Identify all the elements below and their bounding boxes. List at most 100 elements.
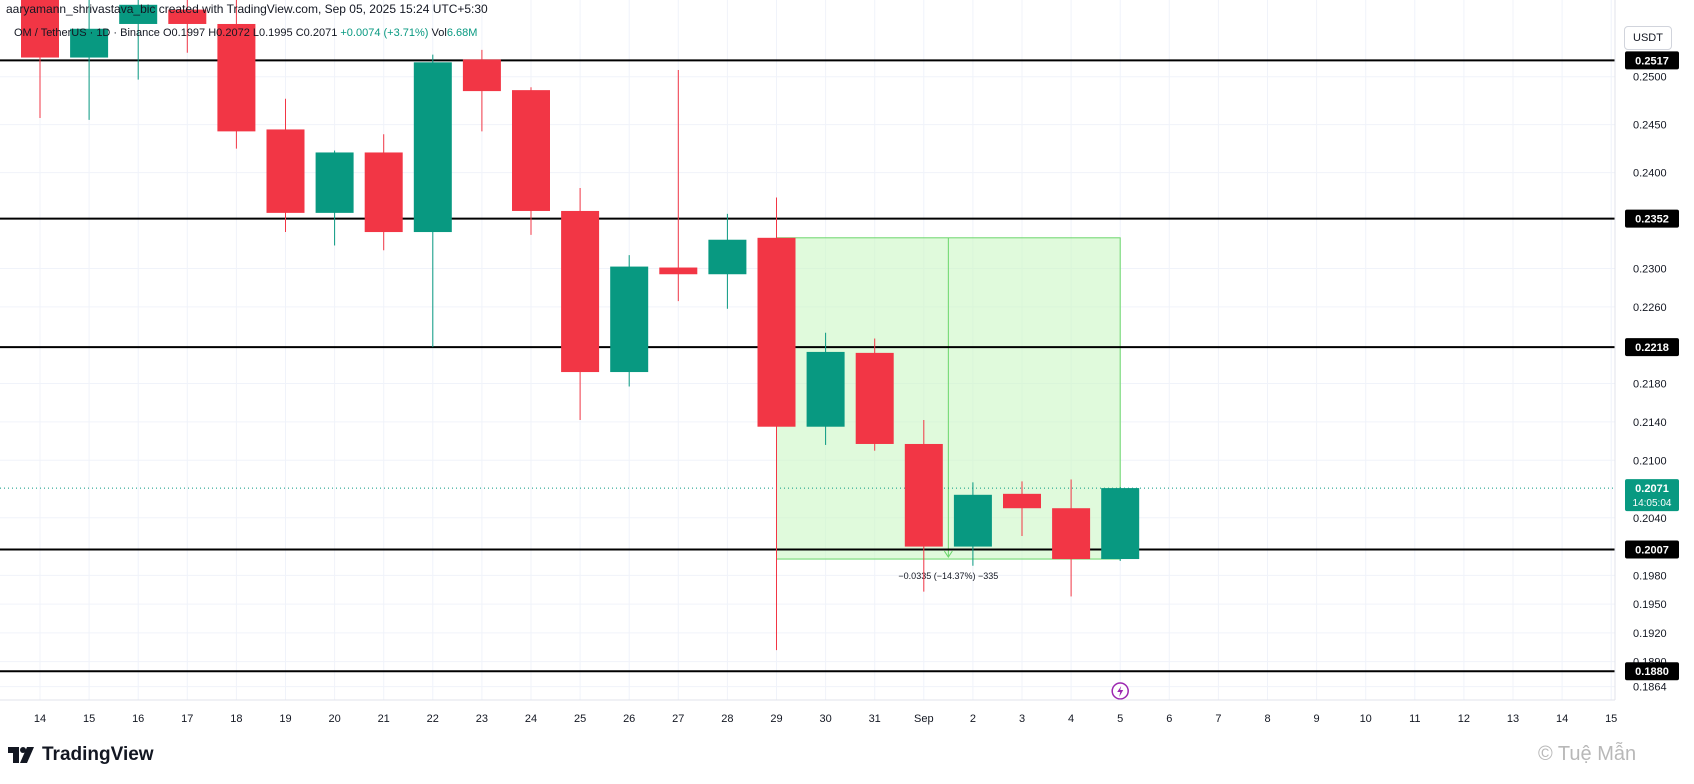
time-tick-label: 15 bbox=[1605, 713, 1617, 725]
time-tick-label: 18 bbox=[230, 713, 242, 725]
last-price-label: 0.2071 bbox=[1635, 483, 1669, 495]
legend-high: H0.2072 bbox=[208, 27, 250, 39]
level-price-label: 0.2007 bbox=[1635, 544, 1669, 556]
price-tick-label: 0.2260 bbox=[1633, 302, 1667, 314]
price-tick-label: 0.2140 bbox=[1633, 417, 1667, 429]
time-tick-label: 24 bbox=[525, 713, 537, 725]
bar-countdown-label: 14:05:04 bbox=[1633, 498, 1672, 509]
arrow-down-icon bbox=[943, 550, 953, 558]
legend-low: L0.1995 bbox=[252, 27, 293, 39]
legend-open: O0.1997 bbox=[162, 27, 206, 39]
candle-body[interactable] bbox=[1003, 493, 1041, 509]
candle-body[interactable] bbox=[168, 9, 207, 24]
candle-body[interactable] bbox=[364, 152, 403, 233]
time-tick-label: 5 bbox=[1117, 713, 1123, 725]
price-tick-label: 0.1920 bbox=[1633, 628, 1667, 640]
time-tick-label: 11 bbox=[1409, 713, 1420, 725]
candle-body[interactable] bbox=[904, 443, 943, 547]
candle-body[interactable] bbox=[70, 28, 109, 58]
candle-body[interactable] bbox=[413, 62, 452, 233]
candle-body[interactable] bbox=[757, 237, 796, 427]
candle-body[interactable] bbox=[217, 23, 256, 132]
candle-body[interactable] bbox=[1101, 488, 1140, 560]
candle-body[interactable] bbox=[610, 266, 649, 373]
legend-volume: 6.68M bbox=[446, 27, 478, 39]
time-tick-label: Sep bbox=[914, 713, 934, 725]
last-price-tag bbox=[1625, 479, 1679, 512]
time-tick-label: 17 bbox=[181, 713, 193, 725]
time-tick-label: 29 bbox=[770, 713, 782, 725]
candle-body[interactable] bbox=[806, 351, 845, 427]
currency-button[interactable]: USDT bbox=[1624, 26, 1672, 50]
level-price-tag bbox=[1625, 540, 1679, 559]
price-tick-label: 0.2040 bbox=[1633, 513, 1667, 525]
price-tick-label: 0.1864 bbox=[1633, 682, 1667, 694]
candle-body[interactable] bbox=[266, 129, 305, 213]
candle-body[interactable] bbox=[855, 352, 894, 444]
time-tick-label: 2 bbox=[970, 713, 976, 725]
candle-body[interactable] bbox=[708, 239, 747, 275]
time-tick-label: 26 bbox=[623, 713, 635, 725]
time-tick-label: 21 bbox=[378, 713, 390, 725]
time-tick-label: 19 bbox=[279, 713, 291, 725]
brand-name: TradingView bbox=[42, 744, 154, 765]
level-price-tag bbox=[1625, 662, 1679, 681]
level-price-tag bbox=[1625, 51, 1679, 70]
price-tick-label: 0.2500 bbox=[1633, 72, 1667, 84]
time-tick-label: 13 bbox=[1507, 713, 1519, 725]
time-tick-label: 22 bbox=[427, 713, 439, 725]
time-tick-label: 14 bbox=[1556, 713, 1568, 725]
legend-close: C0.2071 bbox=[295, 27, 338, 39]
level-price-tag bbox=[1625, 209, 1679, 228]
time-tick-label: 15 bbox=[83, 713, 95, 725]
price-tick-label: 0.1950 bbox=[1633, 599, 1667, 611]
price-tick-label: 0.2180 bbox=[1633, 379, 1667, 391]
time-tick-label: 20 bbox=[328, 713, 340, 725]
level-price-label: 0.1880 bbox=[1635, 666, 1669, 678]
time-tick-label: 16 bbox=[132, 713, 144, 725]
price-tick-label: 0.2400 bbox=[1633, 168, 1667, 180]
candle-body[interactable] bbox=[512, 90, 550, 211]
candle-body[interactable] bbox=[21, 0, 59, 58]
lightning-icon bbox=[1117, 686, 1124, 697]
time-tick-label: 9 bbox=[1314, 713, 1320, 725]
level-price-tag bbox=[1625, 338, 1679, 357]
time-tick-label: 27 bbox=[672, 713, 684, 725]
time-tick-label: 14 bbox=[34, 713, 46, 725]
time-tick-label: 31 bbox=[869, 713, 881, 725]
level-price-label: 0.2218 bbox=[1635, 342, 1669, 354]
time-tick-label: 7 bbox=[1215, 713, 1221, 725]
symbol-name[interactable]: OM / TetherUS · 1D · Binance bbox=[14, 27, 160, 39]
time-tick-label: 30 bbox=[819, 713, 831, 725]
time-tick-label: 6 bbox=[1166, 713, 1172, 725]
candle-body[interactable] bbox=[119, 4, 158, 24]
time-tick-label: 23 bbox=[476, 713, 488, 725]
time-tick-label: 8 bbox=[1264, 713, 1270, 725]
time-tick-label: 25 bbox=[574, 713, 586, 725]
legend-volume-label: Vol bbox=[431, 27, 447, 39]
price-tick-label: 0.2100 bbox=[1633, 455, 1667, 467]
candle-body[interactable] bbox=[659, 267, 698, 275]
price-tick-label: 0.1980 bbox=[1633, 570, 1667, 582]
time-tick-label: 4 bbox=[1068, 713, 1074, 725]
time-tick-label: 10 bbox=[1360, 713, 1372, 725]
watermark: © Tuệ Mẫn bbox=[1538, 743, 1637, 765]
tradingview-logo[interactable]: TradingView bbox=[8, 744, 154, 766]
legend-change: +0.0074 (+3.71%) bbox=[340, 27, 429, 39]
price-tick-label: 0.2300 bbox=[1633, 263, 1667, 275]
candle-body[interactable] bbox=[1052, 508, 1091, 560]
candle-body[interactable] bbox=[561, 210, 600, 373]
symbol-legend: OM / TetherUS · 1D · Binance O0.1997 H0.… bbox=[14, 27, 477, 39]
level-price-label: 0.2517 bbox=[1635, 55, 1669, 67]
level-price-label: 0.2352 bbox=[1635, 214, 1669, 226]
price-tick-label: 0.2450 bbox=[1633, 120, 1667, 132]
time-tick-label: 3 bbox=[1019, 713, 1025, 725]
chart-attribution: aaryamann_shrivastava_bic created with T… bbox=[6, 2, 488, 16]
price-range-label: −0.0335 (−14.37%) −335 bbox=[898, 571, 998, 581]
candle-body[interactable] bbox=[462, 59, 501, 92]
time-tick-label: 28 bbox=[721, 713, 733, 725]
candle-body[interactable] bbox=[315, 152, 354, 213]
candle-body[interactable] bbox=[953, 494, 992, 547]
tradingview-logo-icon bbox=[8, 747, 34, 763]
